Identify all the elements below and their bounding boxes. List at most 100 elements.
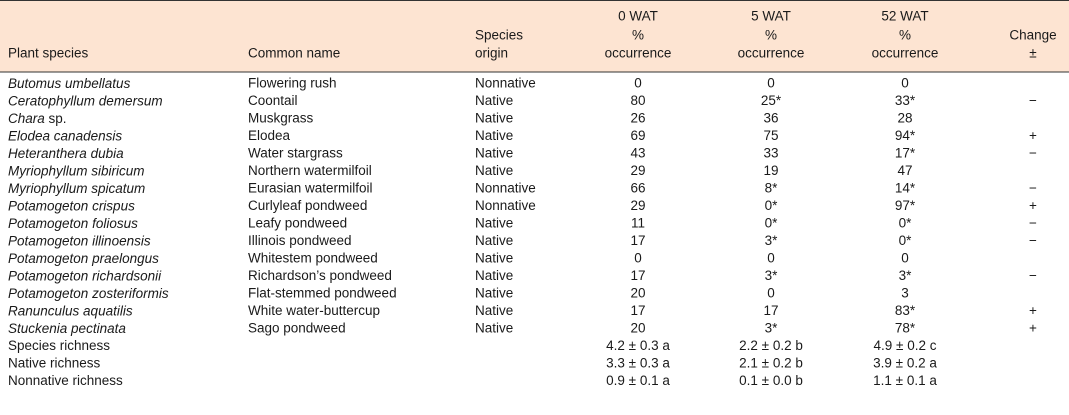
species-name: Potamogeton zosteriformis	[8, 286, 169, 301]
column-header: 0 WAT	[618, 9, 658, 24]
summary-cell: 4.2 ± 0.3 a	[606, 338, 670, 353]
cell: Flowering rush	[248, 76, 337, 91]
summary-cell: 1.1 ± 0.1 a	[873, 373, 937, 388]
species-name: Butomus umbellatus	[8, 76, 131, 91]
summary-cell: 2.1 ± 0.2 b	[739, 356, 803, 371]
cell: 0	[767, 251, 775, 266]
column-header: occurrence	[872, 46, 939, 61]
cell: Native	[475, 303, 513, 318]
cell: 29	[630, 163, 645, 178]
cell: 19	[763, 163, 778, 178]
cell: White water-buttercup	[248, 303, 380, 318]
cell: 11	[631, 216, 645, 231]
cell: 0	[767, 286, 775, 301]
column-header: 5 WAT	[751, 9, 791, 24]
cell: Sago pondweed	[248, 321, 346, 336]
cell: 17	[630, 303, 645, 318]
change-sign: +	[1029, 198, 1037, 213]
change-sign: −	[1029, 268, 1037, 283]
cell: Native	[475, 268, 513, 283]
cell: 78*	[895, 321, 916, 336]
cell: 17	[630, 268, 645, 283]
change-sign: −	[1029, 181, 1037, 196]
species-name: Heteranthera dubia	[8, 146, 124, 161]
cell: Native	[475, 286, 513, 301]
column-header: occurrence	[738, 46, 805, 61]
cell: 3	[901, 286, 909, 301]
column-header: 52 WAT	[881, 9, 928, 24]
cell: Native	[475, 93, 513, 108]
cell: 3*	[899, 268, 913, 283]
cell: 20	[630, 286, 645, 301]
cell: 80	[630, 93, 645, 108]
cell: 0	[634, 76, 642, 91]
cell: 47	[897, 163, 912, 178]
cell: 3*	[765, 233, 779, 248]
cell: 20	[630, 321, 645, 336]
column-header: Plant species	[8, 46, 89, 61]
cell: 0	[901, 251, 909, 266]
species-name: Ceratophyllum demersum	[8, 93, 163, 108]
cell: 17	[763, 303, 778, 318]
cell: 0	[767, 76, 775, 91]
column-header: Species	[475, 28, 523, 43]
cell: Curlyleaf pondweed	[248, 198, 367, 213]
summary-cell: 0.9 ± 0.1 a	[606, 373, 670, 388]
column-header: occurrence	[605, 46, 672, 61]
cell: 97*	[895, 198, 916, 213]
cell: 3*	[765, 321, 779, 336]
cell: 0	[634, 251, 642, 266]
cell: Native	[475, 163, 513, 178]
cell: Nonnative	[475, 181, 536, 196]
cell: 14*	[895, 181, 916, 196]
change-sign: +	[1029, 303, 1037, 318]
summary-label: Species richness	[8, 338, 110, 353]
species-name: Potamogeton praelongus	[8, 251, 159, 266]
cell: Elodea	[248, 128, 291, 143]
summary-cell: 2.2 ± 0.2 b	[739, 338, 803, 353]
cell: Native	[475, 233, 513, 248]
species-name: Ranunculus aquatilis	[8, 303, 133, 318]
species-name: Potamogeton illinoensis	[8, 233, 151, 248]
cell: Whitestem pondweed	[248, 251, 378, 266]
species-name: Chara sp.	[8, 111, 67, 126]
cell: 17	[630, 233, 645, 248]
column-header: origin	[475, 46, 508, 61]
cell: 17*	[895, 146, 916, 161]
cell: 36	[763, 111, 778, 126]
summary-cell: 3.9 ± 0.2 a	[873, 356, 937, 371]
cell: Native	[475, 111, 513, 126]
cell: Eurasian watermilfoil	[248, 181, 373, 196]
cell: 75	[763, 128, 778, 143]
change-sign: +	[1029, 128, 1037, 143]
summary-cell: 4.9 ± 0.2 c	[874, 338, 937, 353]
cell: Native	[475, 321, 513, 336]
summary-label: Nonnative richness	[8, 373, 123, 388]
change-sign: +	[1029, 321, 1037, 336]
column-header: %	[632, 28, 644, 43]
change-sign: −	[1029, 233, 1037, 248]
species-name: Elodea canadensis	[8, 128, 122, 143]
species-name: Stuckenia pectinata	[8, 321, 126, 336]
change-sign: −	[1029, 146, 1037, 161]
cell: 26	[630, 111, 645, 126]
cell: 69	[630, 128, 645, 143]
cell: Muskgrass	[248, 111, 314, 126]
cell: 33*	[895, 93, 916, 108]
cell: Flat-stemmed pondweed	[248, 286, 397, 301]
species-name: Myriophyllum sibiricum	[8, 163, 145, 178]
cell: Native	[475, 216, 513, 231]
cell: 83*	[895, 303, 916, 318]
cell: Native	[475, 251, 513, 266]
species-name: Potamogeton foliosus	[8, 216, 138, 231]
cell: 29	[630, 198, 645, 213]
cell: Nonnative	[475, 198, 536, 213]
cell: 0*	[765, 216, 779, 231]
cell: 94*	[895, 128, 916, 143]
change-sign: −	[1029, 216, 1037, 231]
cell: 66	[630, 181, 645, 196]
column-header: Change	[1009, 28, 1056, 43]
cell: 0*	[899, 216, 913, 231]
